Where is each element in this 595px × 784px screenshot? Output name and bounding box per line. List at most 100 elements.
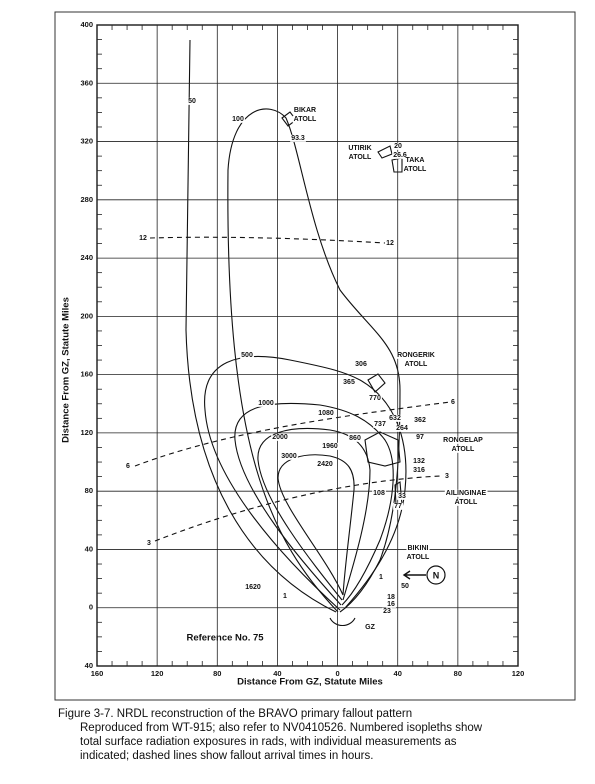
label-bg xyxy=(347,153,374,161)
label-bg xyxy=(442,436,485,444)
isopleth-label: 12 xyxy=(139,235,147,242)
isopleth-label: 632 xyxy=(389,415,401,422)
label-bg xyxy=(405,553,432,561)
isopleth-label: 365 xyxy=(343,379,355,386)
x-tick-label: 160 xyxy=(91,669,104,678)
isopleth-label: ATOLL xyxy=(407,554,430,561)
isopleth-label: 362 xyxy=(414,417,426,424)
isopleth-label: ATOLL xyxy=(452,446,475,453)
isopleth-label: 500 xyxy=(241,352,253,359)
label-bg xyxy=(386,600,396,608)
north-circle xyxy=(426,565,446,585)
y-tick-label: 320 xyxy=(80,137,93,146)
x-axis-title: Distance From GZ, Statute Miles xyxy=(237,677,383,688)
label-bg xyxy=(282,592,289,600)
label-bg xyxy=(280,452,298,460)
isopleth-label: UTIRIK xyxy=(348,145,371,152)
isopleth-label: 3 xyxy=(445,473,449,480)
isopleth-label: 100 xyxy=(232,116,244,123)
label-bg xyxy=(388,414,402,422)
isopleth-label: 1960 xyxy=(322,443,338,450)
north-arrow xyxy=(402,570,426,580)
isopleth-label: 860 xyxy=(349,435,361,442)
isopleth-label: 2000 xyxy=(272,434,288,441)
caption-line: total surface radiation exposures in rad… xyxy=(80,736,457,748)
label-bg xyxy=(397,492,407,500)
arrival-line xyxy=(134,401,451,467)
label-bg xyxy=(290,134,306,142)
isopleth-label: 26.6 xyxy=(393,152,407,159)
label-bg xyxy=(396,351,436,359)
isopleth-label: 93.3 xyxy=(291,135,305,142)
y-tick-label: 40 xyxy=(85,544,93,553)
isopleth-label: 108 xyxy=(373,490,385,497)
isopleth-label: TAKA xyxy=(406,157,425,164)
isopleth-label: AILINGINAE xyxy=(446,490,487,497)
label-bg xyxy=(415,433,425,441)
isopleth-label: RONGELAP xyxy=(443,437,483,444)
y-tick-label: 160 xyxy=(80,370,93,379)
label-bg xyxy=(378,573,385,581)
label-bg xyxy=(444,472,451,480)
reference: Reference No. 75 xyxy=(186,633,264,644)
label-bg xyxy=(271,433,289,441)
isopleth-label: 1000 xyxy=(258,400,274,407)
isopleth-label: ATOLL xyxy=(349,154,372,161)
isopleth xyxy=(257,427,371,601)
isopleth-label: 264 xyxy=(396,425,408,432)
isopleth xyxy=(364,431,401,467)
isopleth-label: GZ xyxy=(365,624,375,631)
label-bg xyxy=(342,378,356,386)
isopleth-label: 1080 xyxy=(318,410,334,417)
isopleth-label: 12 xyxy=(386,240,394,247)
y-tick-label: 40 xyxy=(85,661,93,670)
label-bg xyxy=(382,607,392,615)
isopleth-label: 50 xyxy=(188,98,196,105)
isopleth-label: 1 xyxy=(379,574,383,581)
isopleth-label: ATOLL xyxy=(404,166,427,173)
label-bg xyxy=(393,502,403,510)
y-axis-title: Distance From GZ, Statute Miles xyxy=(61,297,72,443)
y-tick-label: 400 xyxy=(80,20,93,29)
label-bg xyxy=(412,457,426,465)
isopleth-label: ATOLL xyxy=(294,116,317,123)
label-bg xyxy=(317,409,335,417)
label-bg xyxy=(316,460,334,468)
isopleth-label: 2420 xyxy=(317,461,333,468)
label-bg xyxy=(348,434,362,442)
y-tick-label: 0 xyxy=(89,603,93,612)
isopleth xyxy=(234,402,394,606)
label-bg xyxy=(187,97,197,105)
isopleth xyxy=(329,617,356,627)
label-bg xyxy=(403,360,430,368)
y-tick-label: 200 xyxy=(80,311,93,320)
isopleth-label: 97 xyxy=(416,434,424,441)
label-bg xyxy=(368,394,382,402)
isopleth-label: RONGERIK xyxy=(397,352,435,359)
isopleth xyxy=(391,157,403,173)
isopleth-label: 16 xyxy=(387,601,395,608)
x-tick-label: 40 xyxy=(273,669,281,678)
label-bg xyxy=(347,144,373,152)
label-bg xyxy=(244,583,262,591)
label-bg xyxy=(413,416,427,424)
y-tick-label: 120 xyxy=(80,428,93,437)
isopleth-label: BIKINI xyxy=(408,545,429,552)
label-bg xyxy=(138,234,148,242)
label-bg xyxy=(372,489,386,497)
isopleth xyxy=(277,454,355,596)
label-bg xyxy=(292,115,319,123)
isopleth-label: 1620 xyxy=(245,584,261,591)
isopleth-label: 316 xyxy=(413,467,425,474)
label-bg xyxy=(406,544,430,552)
isopleth-label: 1 xyxy=(283,593,287,600)
isopleth xyxy=(185,39,337,613)
label-bg xyxy=(364,623,377,631)
isopleth-label: BIKAR xyxy=(294,107,316,114)
north-label: N xyxy=(433,570,440,580)
x-tick-label: 0 xyxy=(335,669,339,678)
label-bg xyxy=(400,582,410,590)
y-tick-label: 240 xyxy=(80,253,93,262)
label-bg xyxy=(404,156,426,164)
